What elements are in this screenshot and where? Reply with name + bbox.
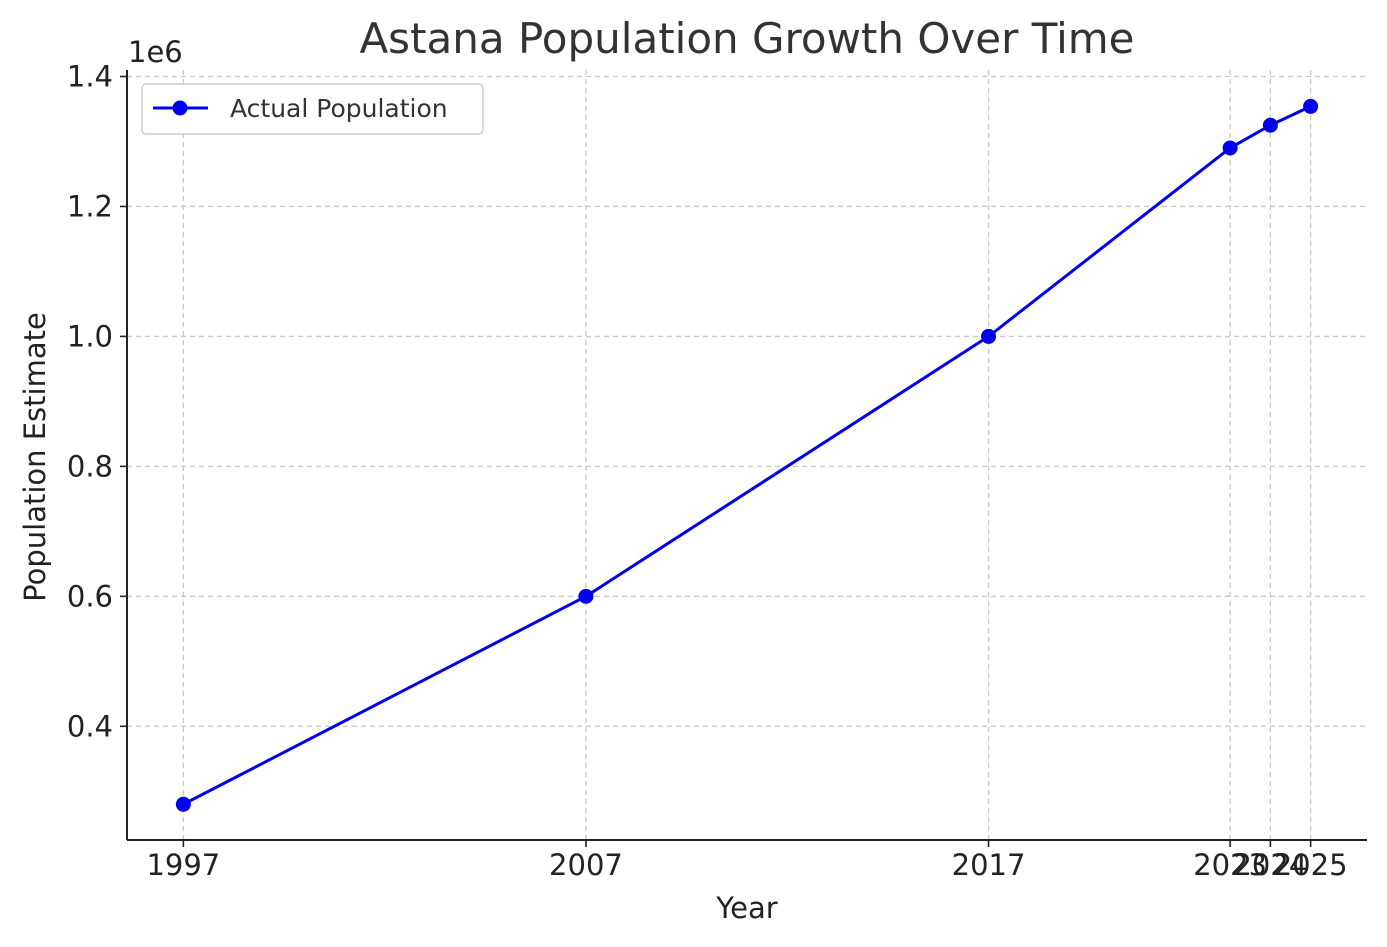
legend-label: Actual Population — [230, 94, 448, 123]
data-point — [1262, 117, 1278, 133]
y-tick-label: 0.4 — [67, 709, 113, 743]
grid — [127, 70, 1367, 840]
data-point — [1222, 140, 1238, 156]
x-tick-label: 2023 — [1193, 848, 1267, 882]
y-offset-label: 1e6 — [128, 35, 183, 69]
data-point — [578, 588, 594, 604]
legend: Actual Population — [141, 83, 484, 135]
x-tick-label: 2025 — [1274, 848, 1348, 882]
legend-marker-swatch — [172, 100, 188, 116]
series-layer — [175, 98, 1319, 812]
series-line — [182, 105, 1312, 806]
x-tick-label: 2007 — [549, 848, 623, 882]
chart-title: Astana Population Growth Over Time — [359, 14, 1134, 63]
data-point — [981, 328, 997, 344]
y-tick-label: 0.8 — [67, 449, 113, 483]
legend-box — [141, 83, 484, 135]
data-point — [175, 796, 191, 812]
y-tick-label: 1.2 — [67, 189, 113, 223]
y-axis-label: Population Estimate — [18, 312, 52, 602]
x-tick-label: 1997 — [146, 848, 220, 882]
y-tick-label: 0.6 — [67, 579, 113, 613]
x-axis-label: Year — [715, 891, 777, 925]
y-tick-label: 1.0 — [67, 319, 113, 353]
x-tick-label: 2024 — [1233, 848, 1307, 882]
data-point — [1303, 98, 1319, 114]
x-tick-label: 2017 — [952, 848, 1026, 882]
y-tick-label: 1.4 — [67, 59, 113, 93]
